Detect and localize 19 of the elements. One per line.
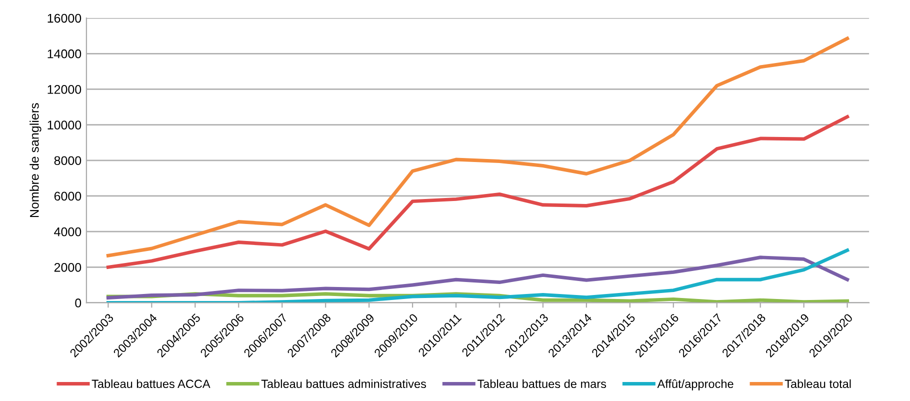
y-tick-label: 14000 [48,49,82,58]
line-series [106,248,850,303]
line-series [106,36,850,258]
legend-label: Tableau battues administratives [261,379,426,388]
y-tick-label: 8000 [54,156,82,166]
y-tick-label: 0 [75,298,82,308]
legend-label: Tableau battues de mars [477,379,606,388]
line-series [106,115,850,269]
y-tick-label: 16000 [48,14,82,23]
y-tick-label: 2000 [54,262,82,272]
y-tick-label: 4000 [54,227,82,236]
y-axis-title: Nombre de sangliers [30,103,42,218]
legend-label: Tableau total [784,379,851,388]
y-tick-label: 6000 [54,192,82,201]
legend-label: Tableau battues ACCA [92,379,210,388]
y-tick-label: 12000 [48,85,82,94]
y-tick-label: 10000 [48,120,82,130]
line-series [106,256,850,300]
legend-label: Affût/approche [657,379,734,390]
